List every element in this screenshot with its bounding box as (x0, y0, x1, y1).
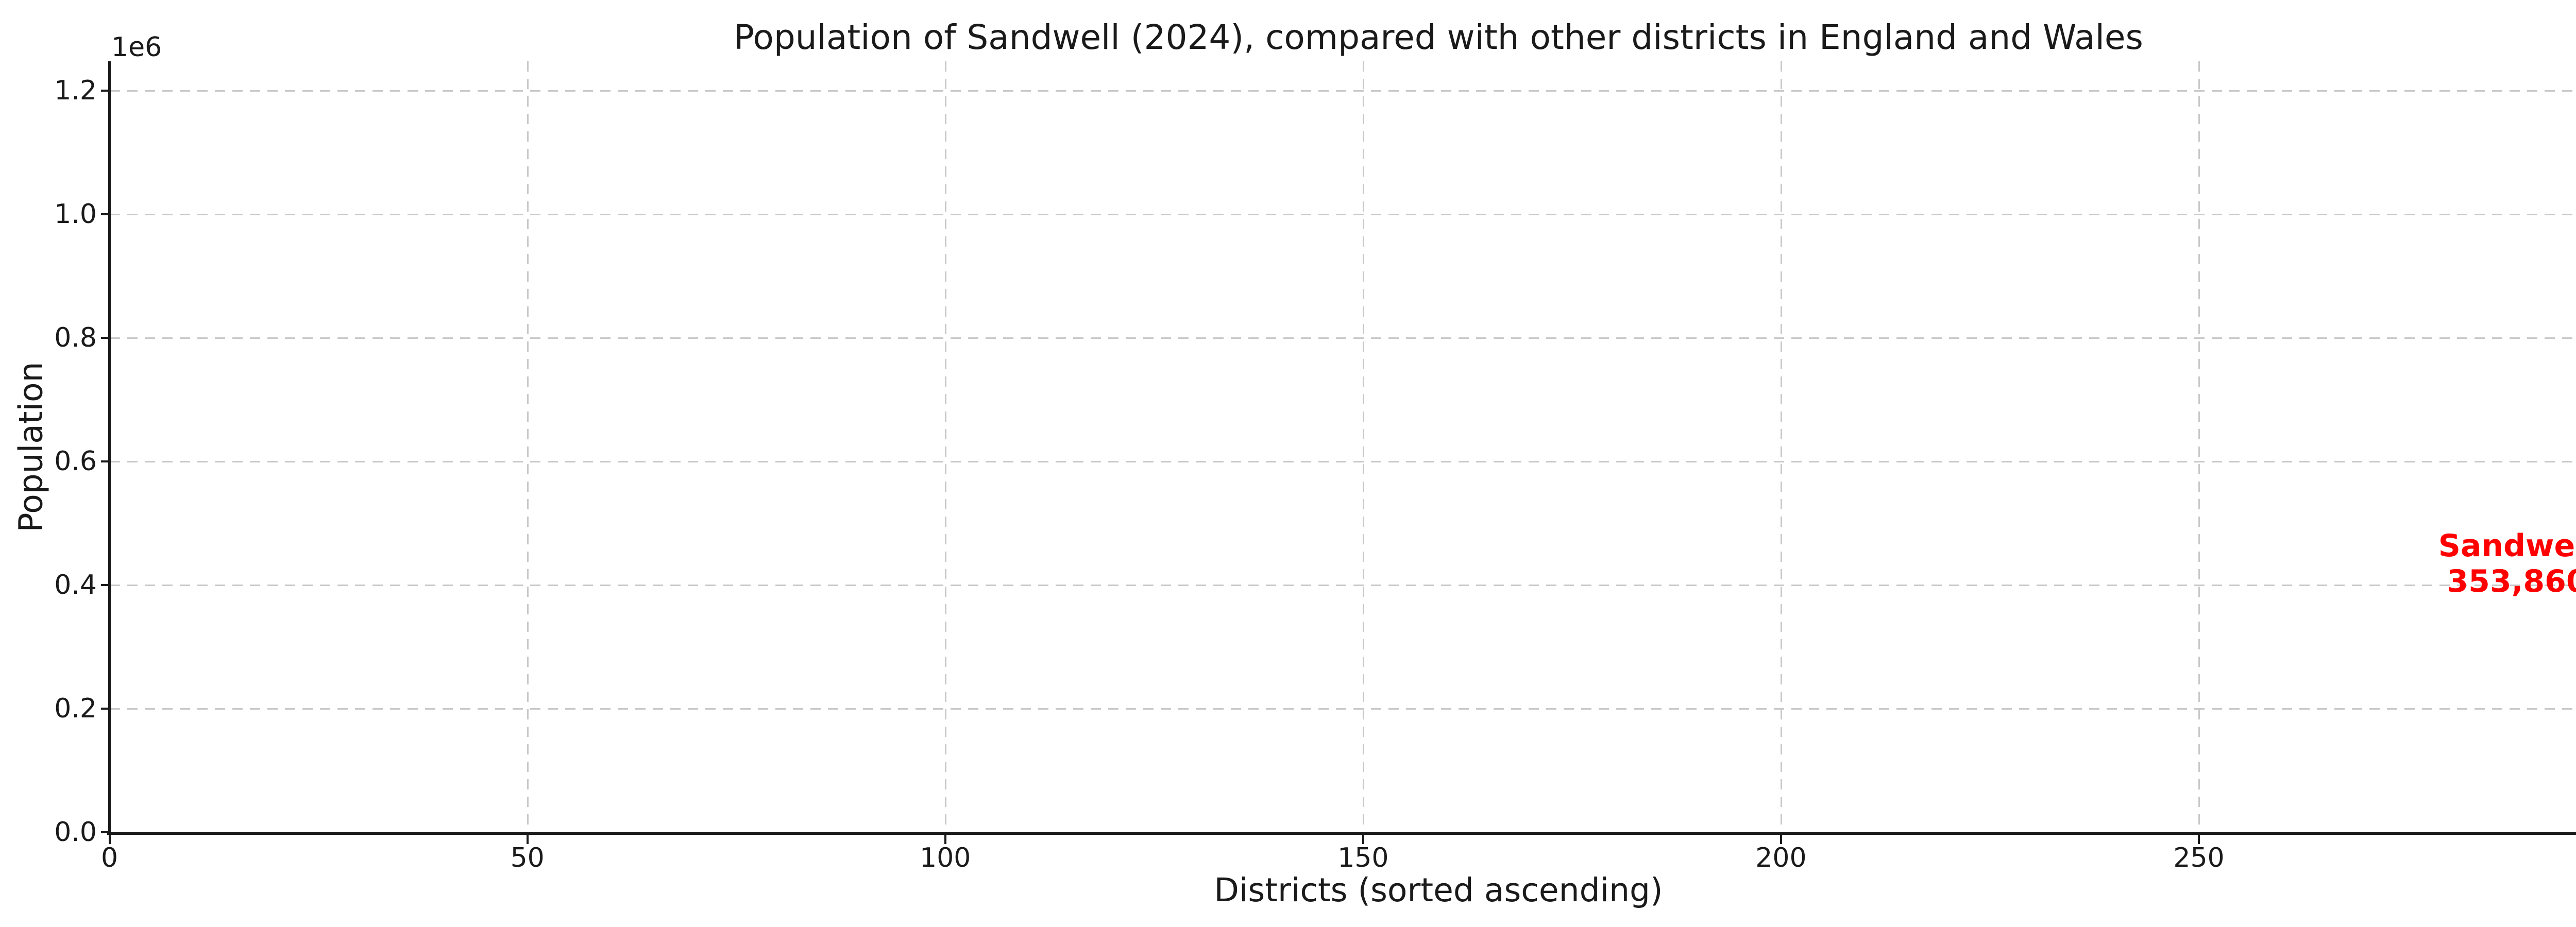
x-tick-label: 250 (2173, 843, 2225, 873)
x-tick-mark (108, 835, 111, 844)
x-axis-spine (107, 832, 2576, 835)
y-tick-mark (101, 831, 110, 833)
y-tick-mark (101, 90, 110, 92)
h-gridline (110, 585, 2576, 586)
annotation-value: 353,860 (2447, 563, 2576, 599)
y-axis-label: Population (12, 362, 50, 533)
y-tick-label: 0.8 (54, 322, 97, 353)
y-tick-label: 0.4 (54, 570, 97, 600)
h-gridline (110, 214, 2576, 215)
x-tick-label: 200 (1755, 843, 1807, 873)
x-tick-label: 150 (1337, 843, 1389, 873)
y-tick-mark (101, 708, 110, 710)
y-tick-mark (101, 584, 110, 586)
y-tick-mark (101, 460, 110, 462)
v-gridline (2198, 61, 2200, 832)
x-tick-label: 0 (101, 843, 118, 873)
h-gridline (110, 461, 2576, 462)
y-tick-mark (101, 213, 110, 215)
annotation-district-name: Sandwell (2438, 528, 2576, 564)
y-tick-label: 0.6 (54, 446, 97, 477)
x-axis-label: Districts (sorted ascending) (1214, 871, 1663, 909)
highlight-annotation: Sandwell 353,860 (2438, 528, 2576, 599)
v-gridline (1362, 61, 1364, 832)
x-tick-mark (1780, 835, 1782, 844)
y-axis-spine (108, 61, 111, 835)
h-gridline (110, 90, 2576, 92)
y-tick-label: 0.0 (54, 817, 97, 848)
h-gridline (110, 337, 2576, 339)
y-tick-label: 1.2 (54, 75, 97, 106)
h-gridline (110, 708, 2576, 710)
y-tick-label: 1.0 (54, 199, 97, 230)
y-axis-offset-label: 1e6 (111, 32, 162, 63)
v-gridline (944, 61, 946, 832)
v-gridline (527, 61, 529, 832)
y-tick-label: 0.2 (54, 693, 97, 724)
x-tick-mark (944, 835, 946, 844)
x-tick-mark (2198, 835, 2200, 844)
x-tick-mark (1362, 835, 1364, 844)
v-gridline (1780, 61, 1782, 832)
y-tick-mark (101, 337, 110, 339)
x-tick-mark (526, 835, 529, 844)
x-tick-label: 50 (510, 843, 545, 873)
chart-title: Population of Sandwell (2024), compared … (734, 18, 2143, 57)
x-tick-label: 100 (920, 843, 971, 873)
x-tick-label: 300 (2560, 845, 2576, 871)
